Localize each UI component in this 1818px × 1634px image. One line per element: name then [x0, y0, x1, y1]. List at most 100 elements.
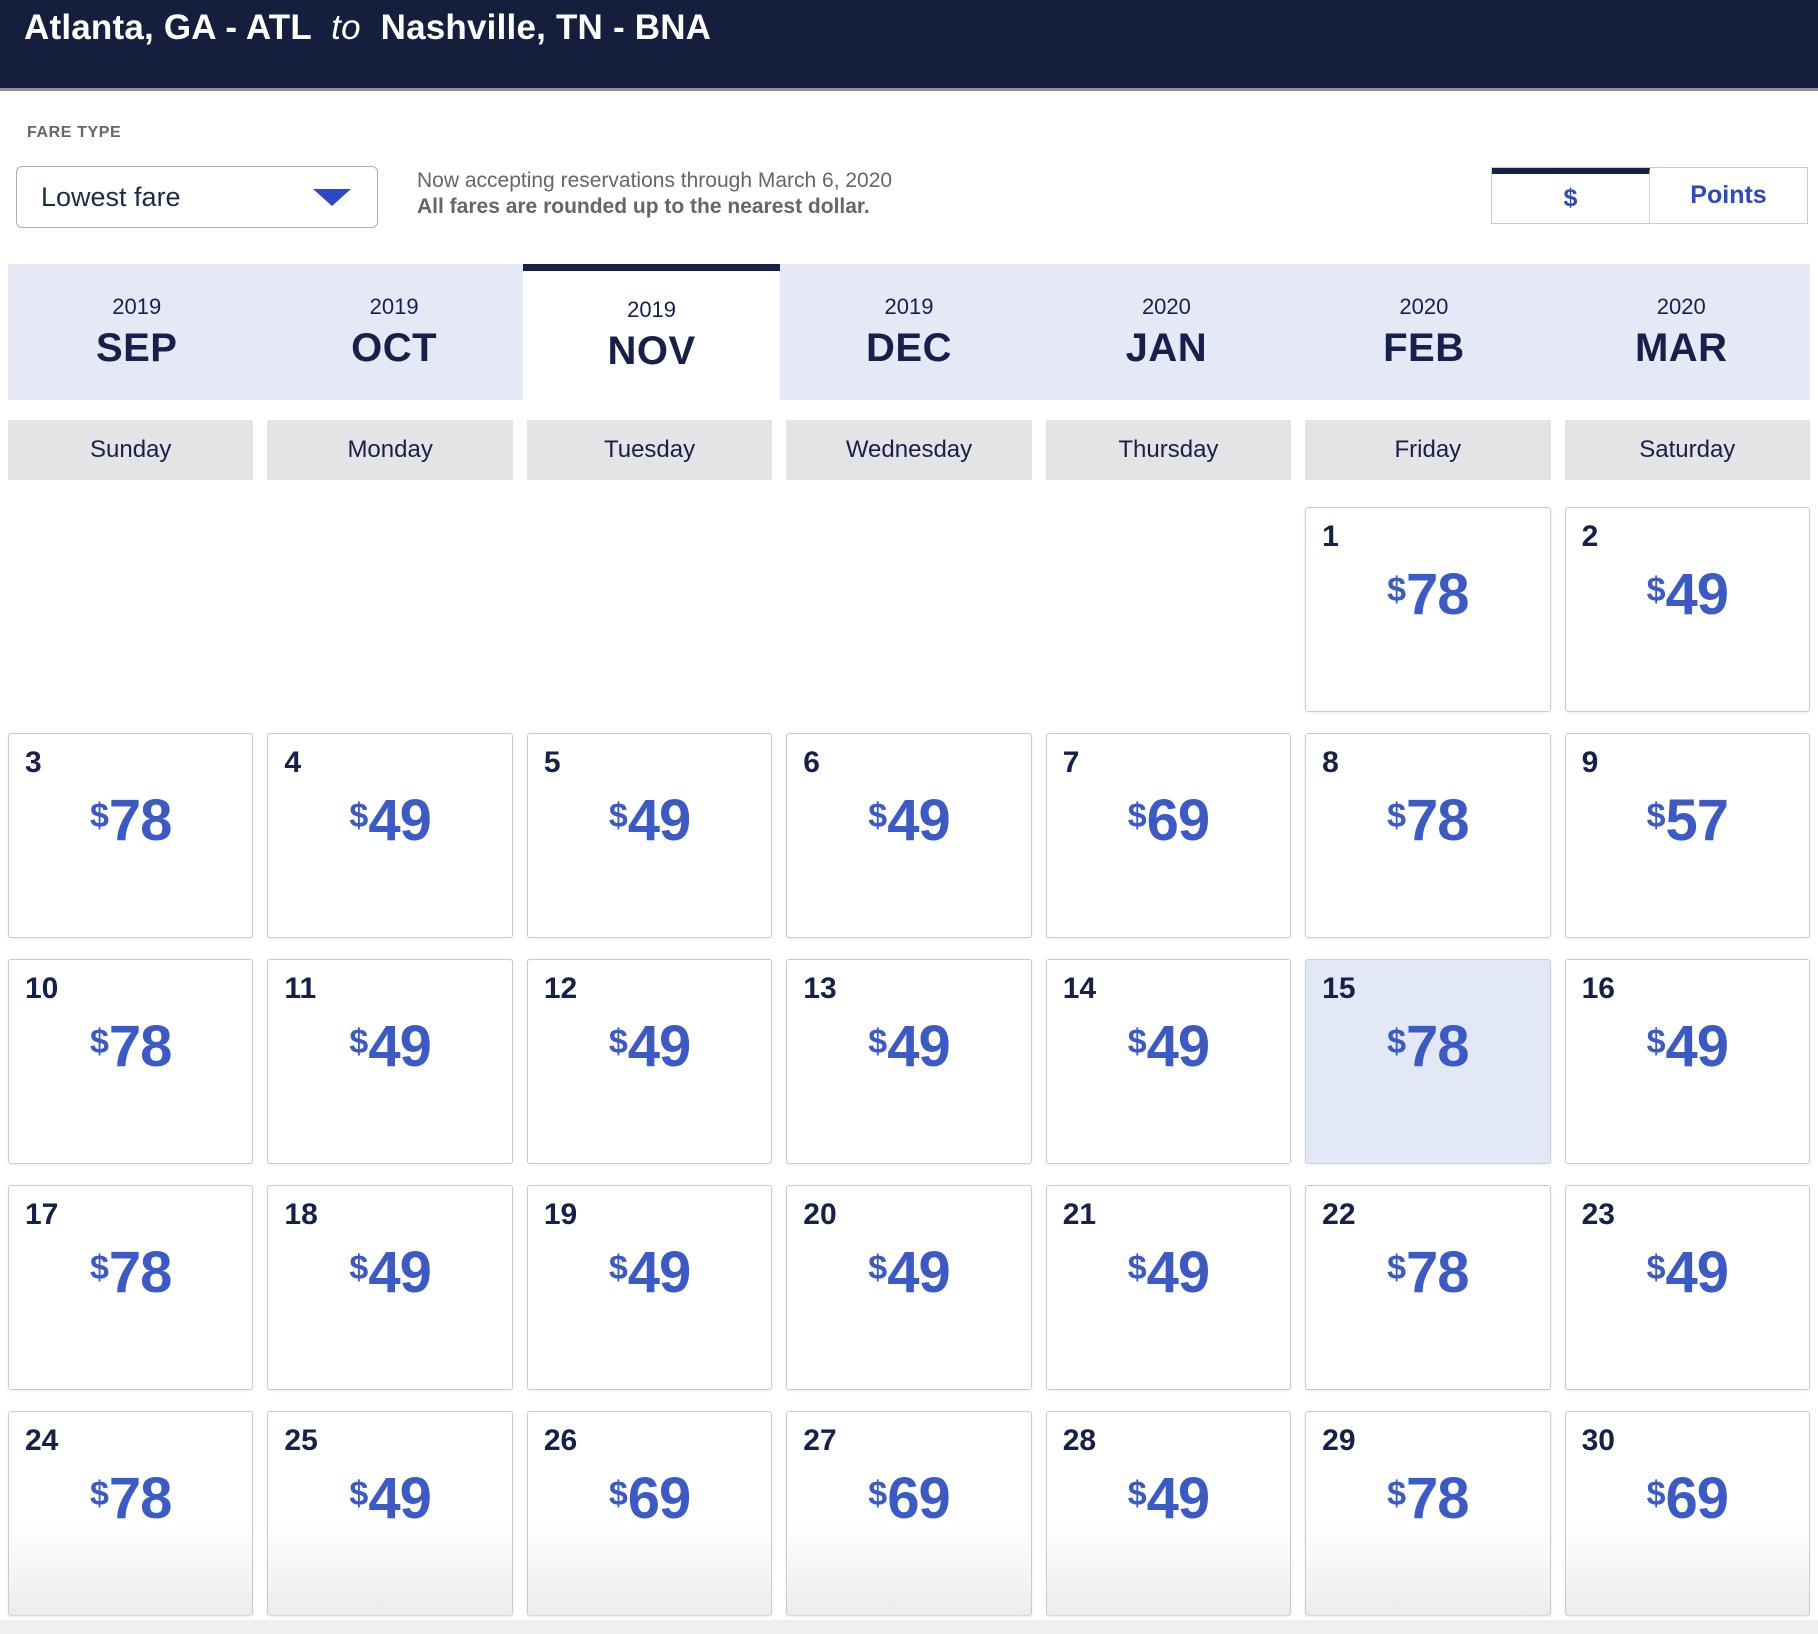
- dollar-sign: $: [1387, 571, 1407, 609]
- month-tab-feb[interactable]: 2020 FEB: [1295, 264, 1553, 400]
- fare-amount: 49: [368, 1240, 432, 1305]
- calendar-day-cell-23[interactable]: 23 $49: [1564, 1185, 1810, 1390]
- month-tab-jan[interactable]: 2020 JAN: [1037, 264, 1296, 400]
- fare-amount: 49: [1146, 1466, 1211, 1531]
- fare-amount: 57: [1665, 788, 1729, 853]
- calendar-day-cell-19[interactable]: 19 $49: [526, 1185, 773, 1390]
- dollar-sign: $: [349, 1249, 369, 1287]
- route-header: Atlanta, GA - ATL to Nashville, TN - BNA: [0, 0, 1818, 91]
- day-fare: $49: [1047, 1464, 1290, 1534]
- calendar-grid: 1 $78 2 $49 3 $78 4 $49 5 $49 6 $49 7 $69 8 $78 9 $57 10 $7…: [8, 507, 1810, 1616]
- fare-amount: 49: [887, 1240, 951, 1305]
- calendar-day-cell-27[interactable]: 27 $69: [786, 1411, 1032, 1616]
- day-number: 24: [25, 1424, 59, 1457]
- dollar-sign: $: [89, 1023, 109, 1061]
- day-fare: $49: [268, 1012, 511, 1082]
- calendar-day-cell-6[interactable]: 6 $49: [786, 733, 1032, 938]
- day-fare: $78: [9, 1012, 252, 1082]
- calendar-day-cell-11[interactable]: 11 $49: [267, 959, 513, 1164]
- month-tab-year: 2020: [1399, 293, 1449, 319]
- month-tab-label: OCT: [351, 325, 438, 370]
- calendar-day-cell-18[interactable]: 18 $49: [267, 1185, 513, 1390]
- calendar-day-cell-15[interactable]: 15 $78: [1305, 959, 1551, 1164]
- day-number: 22: [1322, 1198, 1356, 1231]
- calendar-day-cell-30[interactable]: 30 $69: [1564, 1411, 1810, 1616]
- day-number: 25: [284, 1424, 318, 1457]
- calendar-day-cell-2[interactable]: 2 $49: [1564, 507, 1810, 712]
- month-tab-label: DEC: [866, 325, 952, 370]
- calendar-day-cell-4[interactable]: 4 $49: [267, 733, 513, 938]
- calendar-day-cell-21[interactable]: 21 $49: [1045, 1185, 1292, 1390]
- month-tab-oct[interactable]: 2019 OCT: [265, 264, 523, 400]
- calendar-day-cell-14[interactable]: 14 $49: [1045, 959, 1292, 1164]
- points-tab[interactable]: Points: [1690, 181, 1767, 209]
- day-number: 12: [543, 972, 578, 1005]
- weekday-header-friday: Friday: [1305, 420, 1551, 480]
- fare-amount: 78: [108, 1466, 173, 1531]
- route-origin: Atlanta, GA - ATL: [24, 8, 312, 47]
- calendar-day-cell-5[interactable]: 5 $49: [526, 733, 773, 938]
- dollar-sign: $: [89, 1249, 109, 1287]
- month-tab-sep[interactable]: 2019 SEP: [8, 264, 266, 400]
- calendar-day-cell-3[interactable]: 3 $78: [8, 733, 254, 938]
- calendar-day-cell-12[interactable]: 12 $49: [526, 959, 773, 1164]
- day-number: 27: [803, 1424, 837, 1457]
- dollar-tab[interactable]: $: [1492, 168, 1650, 223]
- day-fare: $69: [1047, 786, 1290, 856]
- calendar-day-cell-28[interactable]: 28 $49: [1045, 1411, 1292, 1616]
- day-fare: $49: [787, 1012, 1030, 1082]
- calendar-day-cell-16[interactable]: 16 $49: [1564, 959, 1810, 1164]
- fare-amount: 78: [1406, 1240, 1470, 1305]
- day-number: 10: [25, 972, 59, 1005]
- calendar-day-cell-22[interactable]: 22 $78: [1305, 1185, 1551, 1390]
- day-number: 4: [284, 746, 302, 779]
- day-fare: $78: [1306, 1464, 1549, 1534]
- fare-amount: 49: [368, 1466, 432, 1531]
- dollar-sign: $: [868, 797, 888, 835]
- day-fare: $49: [1047, 1012, 1290, 1082]
- calendar-day-cell-24[interactable]: 24 $78: [8, 1411, 254, 1616]
- fare-amount: 69: [1665, 1466, 1729, 1531]
- month-tab-mar[interactable]: 2020 MAR: [1552, 264, 1810, 400]
- dollar-sign: $: [608, 1023, 628, 1061]
- dollar-sign: $: [1646, 1023, 1666, 1061]
- dollar-sign: $: [1646, 1249, 1666, 1287]
- weekday-header-sunday: Sunday: [8, 420, 254, 480]
- calendar-day-cell-10[interactable]: 10 $78: [8, 959, 254, 1164]
- calendar-day-cell-20[interactable]: 20 $49: [786, 1185, 1032, 1390]
- reservation-notice: Now accepting reservations through March…: [417, 168, 892, 220]
- calendar-day-cell-25[interactable]: 25 $49: [267, 1411, 513, 1616]
- dollar-sign: $: [1127, 1023, 1147, 1061]
- day-fare: $78: [9, 786, 252, 856]
- calendar-day-cell-8[interactable]: 8 $78: [1305, 733, 1551, 938]
- fare-amount: 78: [108, 788, 173, 853]
- month-tab-year: 2019: [369, 293, 419, 319]
- fare-amount: 69: [887, 1466, 951, 1531]
- month-tab-year: 2020: [1656, 293, 1706, 319]
- dollar-sign: $: [868, 1475, 888, 1513]
- month-tab-dec[interactable]: 2019 DEC: [780, 264, 1038, 400]
- month-tab-nov[interactable]: 2019 NOV: [522, 264, 781, 400]
- calendar-day-cell-7[interactable]: 7 $69: [1045, 733, 1292, 938]
- calendar-day-cell-1[interactable]: 1 $78: [1305, 507, 1551, 712]
- fare-type-dropdown[interactable]: Lowest fare: [16, 166, 378, 228]
- fare-amount: 49: [1665, 1014, 1729, 1079]
- fare-amount: 49: [627, 1240, 692, 1305]
- calendar-day-cell-9[interactable]: 9 $57: [1564, 733, 1810, 938]
- day-fare: $78: [1306, 1238, 1549, 1308]
- day-number: 9: [1581, 746, 1599, 779]
- empty-day-cell: [527, 507, 772, 712]
- day-number: 2: [1581, 520, 1599, 553]
- calendar-day-cell-17[interactable]: 17 $78: [8, 1185, 254, 1390]
- dollar-sign: $: [1387, 1023, 1407, 1061]
- day-fare: $78: [1306, 786, 1549, 856]
- month-tab-year: 2019: [627, 297, 677, 322]
- day-number: 28: [1062, 1424, 1097, 1457]
- calendar-day-cell-29[interactable]: 29 $78: [1305, 1411, 1551, 1616]
- dollar-sign: $: [608, 1249, 628, 1287]
- fare-amount: 49: [368, 788, 432, 853]
- day-fare: $49: [268, 786, 511, 856]
- calendar-day-cell-13[interactable]: 13 $49: [786, 959, 1032, 1164]
- dollar-sign: $: [608, 1475, 628, 1513]
- calendar-day-cell-26[interactable]: 26 $69: [526, 1411, 773, 1616]
